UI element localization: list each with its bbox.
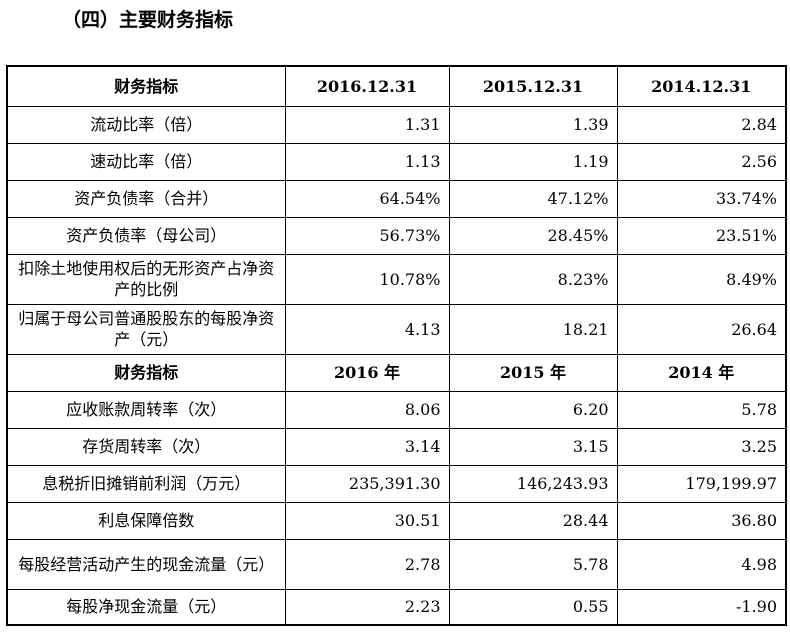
cell-value: 1.31 [284,105,450,144]
cell-value: 28.44 [448,501,618,540]
table-header-row-balance: 财务指标 2016.12.31 2015.12.31 2014.12.31 [6,65,787,107]
header-col-2015: 2015 年 [448,353,618,392]
header-col-2014: 2014 年 [616,353,787,392]
table-row: 归属于母公司普通股股东的每股净资产（元） 4.13 18.21 26.64 [6,303,787,355]
cell-value: 5.78 [448,538,618,590]
header-col-2016: 2016 年 [284,353,450,392]
row-label: 资产负债率（合并） [6,179,286,218]
table-row: 息税折旧摊销前利润（万元） 235,391.30 146,243.93 179,… [6,464,787,503]
cell-value: 8.06 [284,390,450,429]
cell-value: 2.23 [284,588,450,626]
cell-value: 33.74% [616,179,787,218]
cell-value: 47.12% [448,179,618,218]
cell-value: 23.51% [616,216,787,255]
table-row: 速动比率（倍） 1.13 1.19 2.56 [6,142,787,181]
cell-value: 0.55 [448,588,618,626]
cell-value: 28.45% [448,216,618,255]
row-label: 速动比率（倍） [6,142,286,181]
cell-value: 6.20 [448,390,618,429]
cell-value: 3.25 [616,427,787,466]
cell-value: 10.78% [284,253,450,305]
table-row: 存货周转率（次） 3.14 3.15 3.25 [6,427,787,466]
cell-value: 56.73% [284,216,450,255]
table-row: 资产负债率（合并） 64.54% 47.12% 33.74% [6,179,787,218]
cell-value: 2.78 [284,538,450,590]
header-label: 财务指标 [6,65,286,107]
row-label: 存货周转率（次） [6,427,286,466]
cell-value: 4.13 [284,303,450,355]
row-label: 流动比率（倍） [6,105,286,144]
table-row: 每股经营活动产生的现金流量（元） 2.78 5.78 4.98 [6,538,787,590]
cell-value: 36.80 [616,501,787,540]
cell-value: 179,199.97 [616,464,787,503]
cell-value: 8.23% [448,253,618,305]
table-header-row-annual: 财务指标 2016 年 2015 年 2014 年 [6,353,787,392]
cell-value: -1.90 [616,588,787,626]
cell-value: 3.14 [284,427,450,466]
table-row: 资产负债率（母公司） 56.73% 28.45% 23.51% [6,216,787,255]
table-row: 流动比率（倍） 1.31 1.39 2.84 [6,105,787,144]
cell-value: 146,243.93 [448,464,618,503]
table-row: 每股净现金流量（元） 2.23 0.55 -1.90 [6,588,787,626]
cell-value: 1.19 [448,142,618,181]
header-label: 财务指标 [6,353,286,392]
cell-value: 18.21 [448,303,618,355]
cell-value: 5.78 [616,390,787,429]
cell-value: 1.13 [284,142,450,181]
header-col-2014: 2014.12.31 [616,65,787,107]
table-row: 应收账款周转率（次） 8.06 6.20 5.78 [6,390,787,429]
cell-value: 30.51 [284,501,450,540]
cell-value: 64.54% [284,179,450,218]
cell-value: 26.64 [616,303,787,355]
header-col-2016: 2016.12.31 [284,65,450,107]
row-label: 每股经营活动产生的现金流量（元） [6,538,286,590]
row-label: 每股净现金流量（元） [6,588,286,626]
header-col-2015: 2015.12.31 [448,65,618,107]
cell-value: 235,391.30 [284,464,450,503]
row-label: 归属于母公司普通股股东的每股净资产（元） [6,303,286,355]
row-label: 利息保障倍数 [6,501,286,540]
cell-value: 1.39 [448,105,618,144]
row-label: 息税折旧摊销前利润（万元） [6,464,286,503]
section-heading: （四）主要财务指标 [62,9,234,31]
table-row: 利息保障倍数 30.51 28.44 36.80 [6,501,787,540]
row-label: 应收账款周转率（次） [6,390,286,429]
row-label: 资产负债率（母公司） [6,216,286,255]
financial-indicators-table: 财务指标 2016.12.31 2015.12.31 2014.12.31 流动… [6,65,787,626]
row-label: 扣除土地使用权后的无形资产占净资产的比例 [6,253,286,305]
cell-value: 2.84 [616,105,787,144]
cell-value: 4.98 [616,538,787,590]
cell-value: 3.15 [448,427,618,466]
table-row: 扣除土地使用权后的无形资产占净资产的比例 10.78% 8.23% 8.49% [6,253,787,305]
cell-value: 8.49% [616,253,787,305]
cell-value: 2.56 [616,142,787,181]
